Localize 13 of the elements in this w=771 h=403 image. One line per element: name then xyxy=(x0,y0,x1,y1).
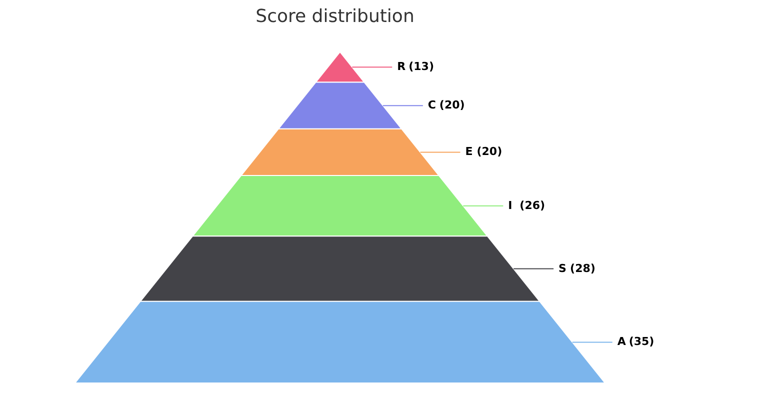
category-label: C xyxy=(428,98,436,112)
text: Score distribution xyxy=(256,6,414,27)
data-label: (35) xyxy=(628,335,654,348)
category-label: R xyxy=(397,60,406,74)
data-label: (20) xyxy=(476,145,502,158)
category-label: E xyxy=(465,145,473,158)
data-label: (26) xyxy=(520,198,546,212)
category-label: S xyxy=(558,262,567,275)
data-label: (20) xyxy=(439,98,465,112)
data-label: (13) xyxy=(408,60,434,74)
data-label: (28) xyxy=(570,262,596,275)
category-label: A xyxy=(617,335,626,348)
category-label: I xyxy=(508,198,512,212)
